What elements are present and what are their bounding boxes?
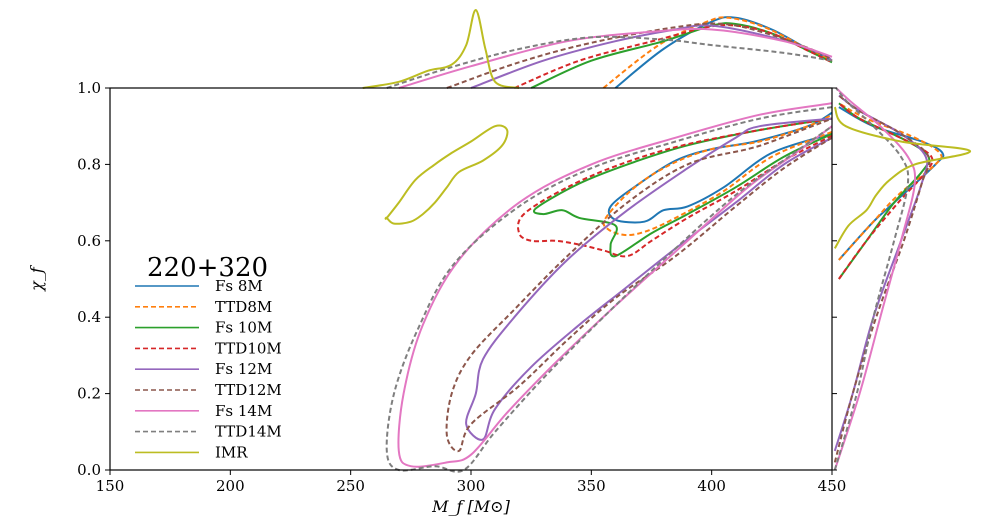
contour-line bbox=[397, 102, 833, 468]
top-marginal-line bbox=[398, 27, 833, 89]
x-tick-label: 250 bbox=[336, 477, 365, 495]
contour-line bbox=[384, 124, 509, 225]
x-tick-label: 200 bbox=[216, 477, 245, 495]
top-marginal-line bbox=[386, 35, 833, 89]
legend-entry-label: Fs 8M bbox=[215, 277, 263, 295]
legend-entry-label: Fs 10M bbox=[215, 319, 272, 337]
x-tick-label: 400 bbox=[697, 477, 726, 495]
right-marginal-line bbox=[838, 102, 934, 280]
contour-line bbox=[516, 117, 833, 258]
right-marginal-line bbox=[833, 94, 931, 463]
y-tick-label: 0.6 bbox=[77, 232, 101, 250]
right-marginal-line bbox=[833, 106, 972, 249]
legend-entry-label: TTD14M bbox=[215, 423, 282, 441]
series-ttd14m bbox=[385, 35, 910, 473]
right-marginal-line bbox=[833, 94, 929, 452]
legend-entry-label: Fs 12M bbox=[215, 360, 272, 378]
contour-line bbox=[385, 106, 833, 473]
x-axis-label: M_f [M⊙] bbox=[431, 497, 510, 516]
x-tick-label: 150 bbox=[96, 477, 125, 495]
series-fs-14m bbox=[397, 27, 917, 471]
series-imr bbox=[362, 8, 972, 249]
top-marginal-line bbox=[602, 16, 833, 89]
legend-entry-label: TTD10M bbox=[215, 339, 282, 357]
legend-entry-label: TTD12M bbox=[215, 381, 282, 399]
series-ttd10m bbox=[513, 24, 934, 280]
y-tick-label: 0.0 bbox=[77, 461, 101, 479]
top-marginal-line bbox=[362, 8, 520, 89]
x-tick-label: 350 bbox=[577, 477, 606, 495]
contour-line bbox=[532, 117, 833, 258]
y-tick-label: 1.0 bbox=[77, 79, 101, 97]
legend-entry-label: IMR bbox=[215, 443, 248, 461]
series-fs-10m bbox=[530, 22, 931, 280]
top-marginal-line bbox=[513, 24, 833, 89]
right-marginal-line bbox=[833, 87, 910, 471]
right-marginal-line bbox=[833, 87, 917, 471]
legend-entry-label: Fs 14M bbox=[215, 402, 272, 420]
y-tick-label: 0.4 bbox=[77, 308, 101, 326]
x-tick-label: 450 bbox=[818, 477, 847, 495]
series-layer bbox=[362, 8, 972, 473]
legend-title: 220+320 bbox=[147, 253, 268, 283]
x-tick-label: 300 bbox=[457, 477, 486, 495]
legend-entry-label: TTD8M bbox=[215, 298, 272, 316]
contour-line bbox=[445, 117, 833, 453]
y-axis-label: χ_f bbox=[27, 264, 46, 292]
series-ttd12m bbox=[445, 22, 931, 463]
y-tick-label: 0.8 bbox=[77, 155, 101, 173]
contour-line bbox=[602, 113, 833, 237]
y-tick-label: 0.2 bbox=[77, 385, 101, 403]
axes: 150 200 250 300 350 400 450 0.0 0.2 0.4 0.6 0.8 1.0 M… bbox=[27, 79, 846, 516]
